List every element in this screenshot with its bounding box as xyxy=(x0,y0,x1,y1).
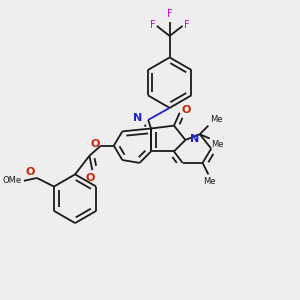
Text: Me: Me xyxy=(203,177,215,186)
Text: Me: Me xyxy=(210,115,222,124)
Text: F: F xyxy=(150,20,155,30)
Text: O: O xyxy=(182,106,191,116)
Text: N: N xyxy=(190,134,199,143)
Text: O: O xyxy=(85,173,95,184)
Text: F: F xyxy=(184,20,190,30)
Text: Me: Me xyxy=(211,140,224,149)
Text: OMe: OMe xyxy=(2,176,22,185)
Text: N: N xyxy=(133,113,142,124)
Text: O: O xyxy=(90,139,100,149)
Text: O: O xyxy=(25,167,34,176)
Text: F: F xyxy=(167,9,172,19)
